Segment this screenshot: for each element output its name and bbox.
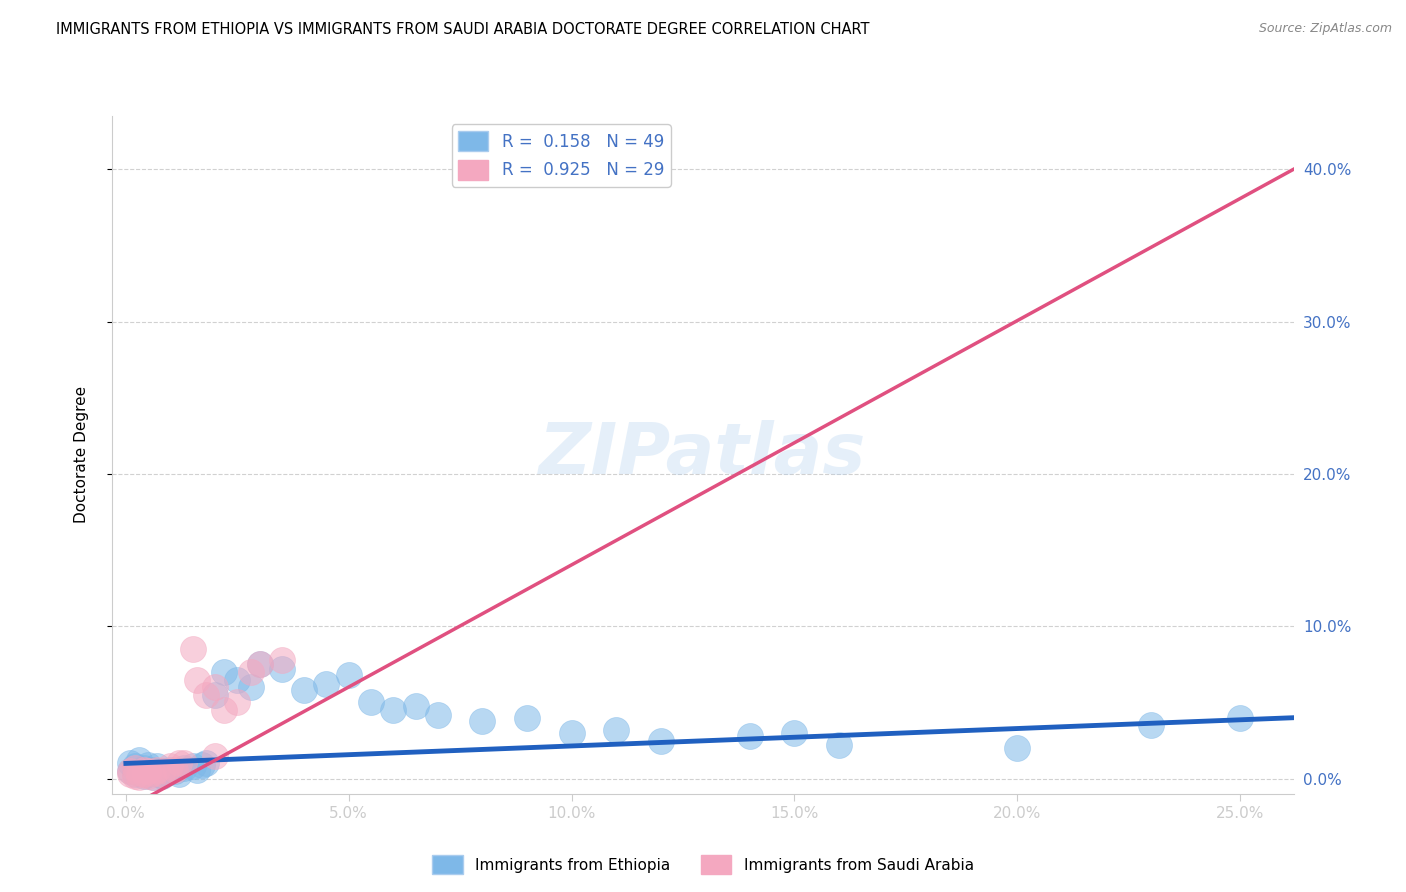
Point — [124, 761, 146, 775]
Point — [212, 703, 235, 717]
Point — [132, 763, 155, 777]
Point — [146, 767, 169, 781]
Text: IMMIGRANTS FROM ETHIOPIA VS IMMIGRANTS FROM SAUDI ARABIA DOCTORATE DEGREE CORREL: IMMIGRANTS FROM ETHIOPIA VS IMMIGRANTS F… — [56, 22, 870, 37]
Point — [190, 758, 212, 772]
Point — [128, 753, 150, 767]
Point — [270, 653, 292, 667]
Point — [136, 764, 159, 778]
Point — [292, 683, 315, 698]
Point — [1005, 741, 1028, 756]
Point — [315, 677, 337, 691]
Point — [226, 673, 249, 687]
Point — [159, 759, 181, 773]
Point — [181, 759, 204, 773]
Point — [142, 770, 165, 784]
Point — [159, 763, 181, 777]
Point — [738, 729, 761, 743]
Point — [204, 748, 226, 763]
Point — [132, 761, 155, 775]
Point — [124, 759, 146, 773]
Point — [142, 763, 165, 777]
Point — [226, 696, 249, 710]
Point — [150, 764, 173, 778]
Legend: Immigrants from Ethiopia, Immigrants from Saudi Arabia: Immigrants from Ethiopia, Immigrants fro… — [426, 849, 980, 880]
Point — [142, 770, 165, 784]
Point — [239, 665, 262, 679]
Point — [828, 738, 851, 752]
Point — [132, 767, 155, 781]
Point — [249, 657, 271, 672]
Point — [212, 665, 235, 679]
Point — [516, 711, 538, 725]
Point — [360, 696, 382, 710]
Point — [169, 767, 191, 781]
Point — [136, 769, 159, 783]
Y-axis label: Doctorate Degree: Doctorate Degree — [75, 386, 89, 524]
Point — [195, 756, 218, 771]
Point — [146, 759, 169, 773]
Point — [128, 765, 150, 780]
Point — [405, 698, 427, 713]
Point — [146, 763, 169, 777]
Point — [186, 763, 208, 777]
Point — [195, 688, 218, 702]
Point — [783, 726, 806, 740]
Point — [120, 756, 142, 771]
Point — [132, 769, 155, 783]
Point — [186, 673, 208, 687]
Point — [136, 758, 159, 772]
Point — [605, 723, 627, 737]
Point — [120, 767, 142, 781]
Point — [136, 767, 159, 781]
Point — [1140, 718, 1163, 732]
Point — [124, 767, 146, 781]
Point — [1229, 711, 1251, 725]
Point — [120, 764, 142, 778]
Point — [128, 770, 150, 784]
Point — [150, 769, 173, 783]
Legend: R =  0.158   N = 49, R =  0.925   N = 29: R = 0.158 N = 49, R = 0.925 N = 29 — [451, 124, 671, 186]
Point — [163, 764, 186, 778]
Point — [173, 756, 195, 771]
Point — [204, 680, 226, 694]
Point — [181, 642, 204, 657]
Point — [163, 763, 186, 777]
Point — [169, 756, 191, 771]
Point — [142, 765, 165, 780]
Point — [471, 714, 494, 728]
Point — [173, 761, 195, 775]
Point — [204, 688, 226, 702]
Point — [560, 726, 582, 740]
Point — [426, 707, 449, 722]
Point — [155, 764, 177, 778]
Point — [382, 703, 405, 717]
Point — [249, 657, 271, 672]
Point — [650, 733, 672, 747]
Point — [239, 680, 262, 694]
Point — [337, 668, 360, 682]
Point — [128, 765, 150, 780]
Point — [155, 765, 177, 780]
Point — [124, 769, 146, 783]
Point — [120, 764, 142, 778]
Point — [270, 662, 292, 676]
Point — [150, 767, 173, 781]
Text: ZIPatlas: ZIPatlas — [540, 420, 866, 490]
Text: Source: ZipAtlas.com: Source: ZipAtlas.com — [1258, 22, 1392, 36]
